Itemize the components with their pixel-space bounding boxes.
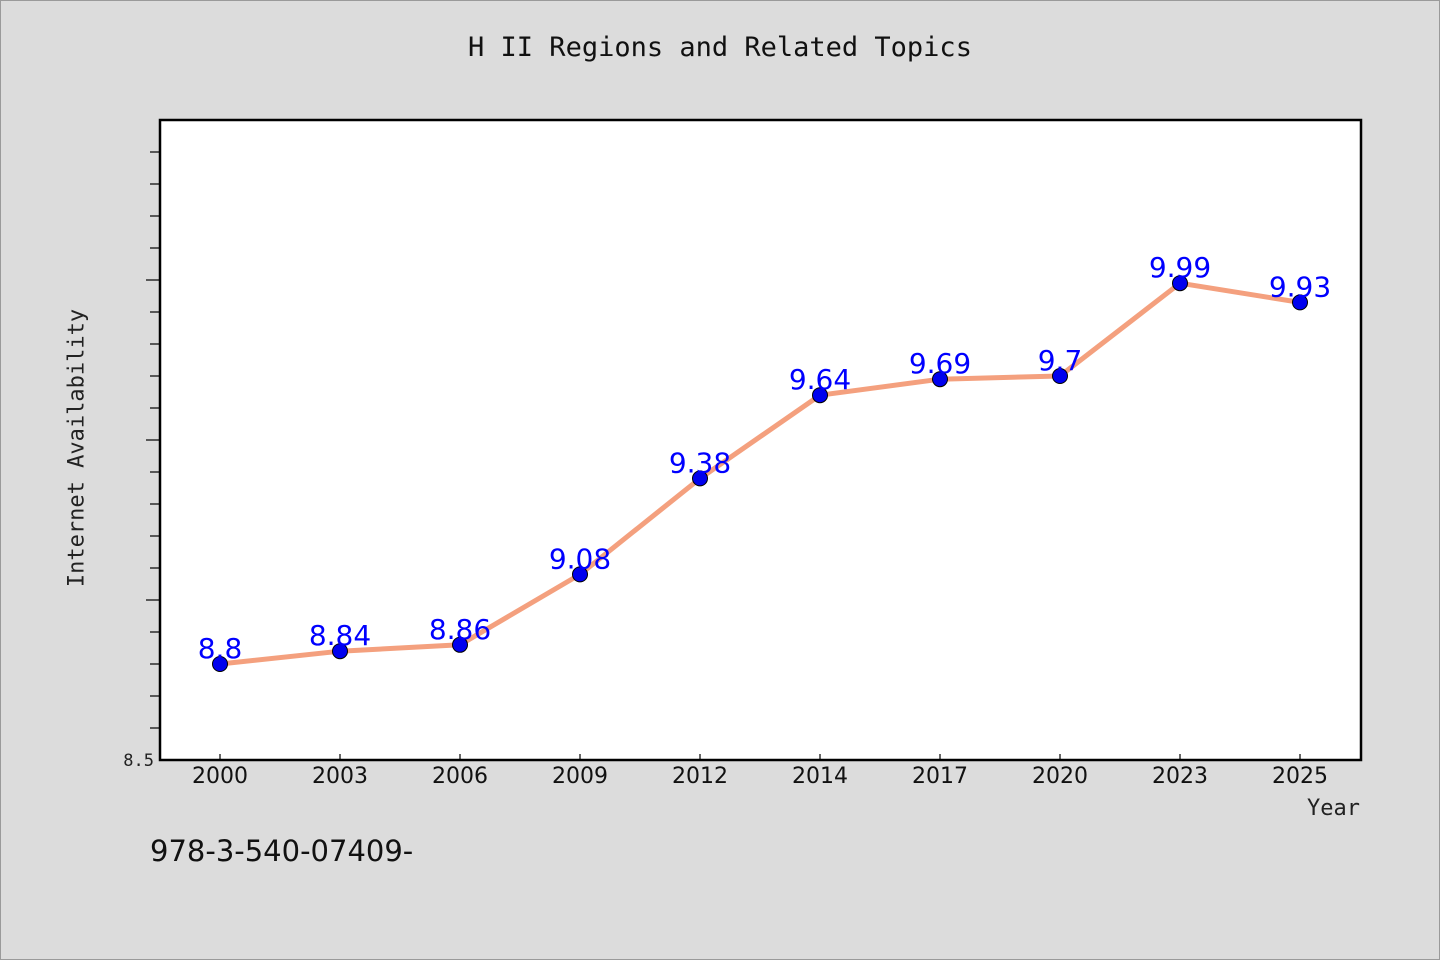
y-tick-label: 8.5	[123, 751, 154, 771]
data-label: 8.8	[198, 632, 243, 665]
x-tick-label: 2014	[792, 764, 848, 789]
data-point	[212, 656, 228, 672]
x-tick-label: 2009	[552, 764, 608, 789]
data-labels: 8.8 8.84 8.86 9.08 9.38 9.64 9.69 9.7 9.99 9.93	[198, 251, 1331, 665]
data-point	[812, 387, 828, 404]
y-axis-tick-labels: 8.5	[123, 751, 154, 771]
y-axis-ticks	[146, 151, 160, 729]
data-point	[1172, 275, 1188, 292]
x-tick-label: 2017	[912, 764, 968, 789]
data-point	[572, 566, 588, 583]
data-label: 9.69	[909, 347, 971, 380]
y-axis-label: Internet Availability	[64, 308, 90, 588]
data-label: 9.38	[669, 446, 731, 479]
data-point	[1292, 294, 1308, 311]
x-tick-label: 2012	[672, 764, 728, 789]
data-label: 9.93	[1269, 270, 1331, 303]
x-axis-ticks	[219, 754, 1301, 760]
data-label: 8.84	[309, 619, 371, 652]
data-point	[332, 643, 348, 660]
x-tick-label: 2023	[1152, 764, 1208, 789]
data-label: 9.99	[1149, 251, 1211, 284]
data-label: 9.08	[549, 542, 611, 575]
x-axis-tick-labels: 2000 2003 2006 2009 2012 2014 2017 2020 2023 2025	[192, 764, 1328, 789]
x-tick-label: 2003	[312, 764, 368, 789]
data-point	[452, 636, 468, 653]
x-tick-label: 2025	[1272, 764, 1328, 789]
footnote-text: 978-3-540-07409-	[150, 834, 414, 868]
x-tick-label: 2000	[192, 764, 248, 789]
data-point	[692, 470, 708, 487]
series-line	[219, 280, 1301, 667]
series	[219, 280, 1301, 667]
data-label: 9.7	[1038, 344, 1083, 377]
x-tick-label: 2006	[432, 764, 488, 789]
plot-area	[158, 118, 1363, 762]
x-tick-label: 2020	[1032, 764, 1088, 789]
data-label: 9.64	[789, 363, 851, 396]
chart-title: H II Regions and Related Topics	[468, 32, 972, 63]
data-label: 8.86	[429, 613, 491, 646]
markers	[212, 275, 1308, 672]
data-point	[1052, 368, 1068, 384]
data-point	[932, 371, 948, 388]
x-axis-label: Year	[1307, 796, 1360, 821]
